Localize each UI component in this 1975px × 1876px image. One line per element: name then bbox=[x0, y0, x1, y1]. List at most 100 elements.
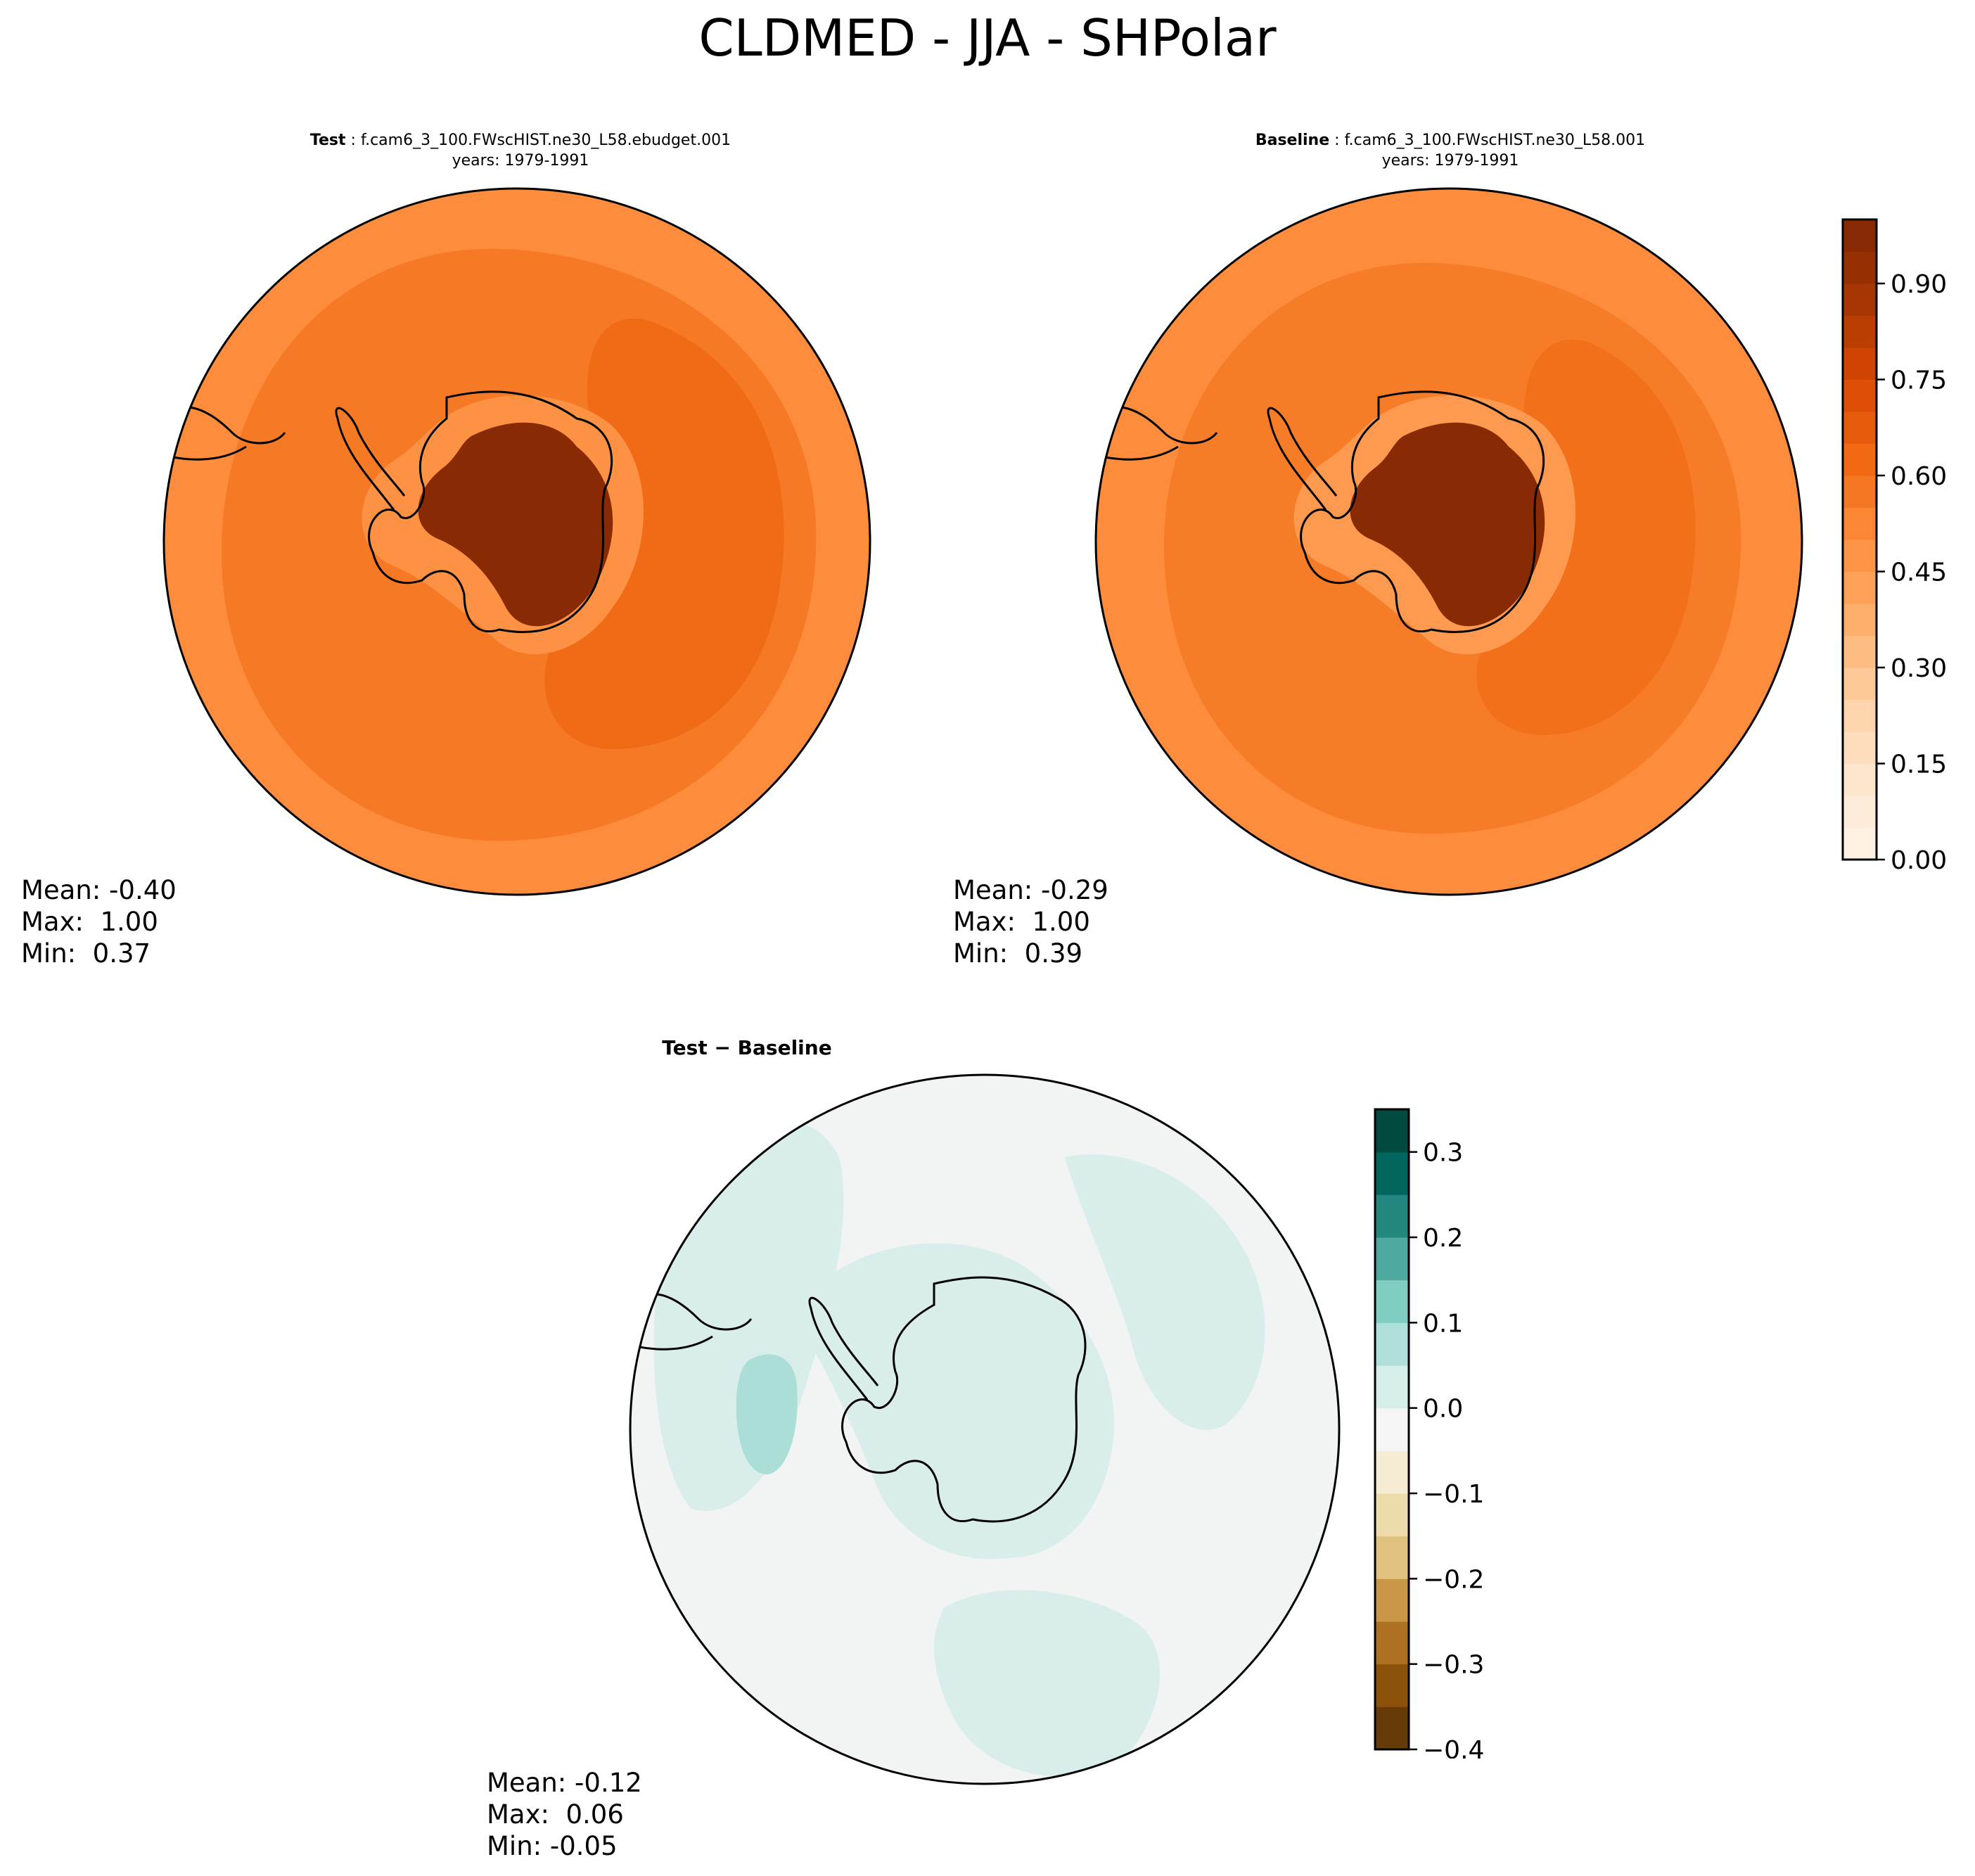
diff-colorbar-tick-label: −0.1 bbox=[1423, 1480, 1484, 1509]
baseline-mean-label: Mean: bbox=[953, 875, 1042, 905]
test-min-label: Min: bbox=[21, 938, 84, 969]
main-colorbar-band bbox=[1843, 443, 1877, 476]
difference-mean-value: -0.12 bbox=[575, 1768, 642, 1798]
main-colorbar-tick-label: 0.30 bbox=[1891, 654, 1947, 683]
diff-colorbar-tick-label: −0.3 bbox=[1423, 1651, 1484, 1680]
main-colorbar-tick-label: 0.75 bbox=[1891, 366, 1947, 395]
figure-title: CLDMED - JJA - SHPolar bbox=[698, 8, 1277, 68]
test-max-value: 1.00 bbox=[100, 907, 158, 937]
test-title-case: f.cam6_3_100.FWscHIST.ne30_L58.ebudget.0… bbox=[360, 132, 731, 149]
test-mean-value: -0.40 bbox=[109, 875, 177, 905]
main-colorbar-band bbox=[1843, 283, 1877, 316]
main-colorbar-band bbox=[1843, 796, 1877, 828]
baseline-map bbox=[1094, 187, 1803, 896]
main-colorbar-band bbox=[1843, 476, 1877, 508]
main-colorbar-band bbox=[1843, 251, 1877, 284]
difference-panel-title: Test − Baseline bbox=[606, 1038, 888, 1058]
difference-field-strong-patch bbox=[736, 1354, 798, 1475]
main-colorbar-band bbox=[1843, 540, 1877, 572]
difference-mean-label: Mean: bbox=[487, 1768, 575, 1798]
main-colorbar-band bbox=[1843, 411, 1877, 444]
baseline-max-value: 1.00 bbox=[1032, 907, 1090, 937]
difference-map bbox=[629, 1073, 1341, 1785]
test-panel-title: Test : f.cam6_3_100.FWscHIST.ne30_L58.eb… bbox=[309, 132, 731, 170]
diff-colorbar-tick-label: 0.1 bbox=[1423, 1309, 1463, 1338]
difference-min-value: -0.05 bbox=[549, 1831, 618, 1861]
test-min-value: 0.37 bbox=[92, 938, 151, 969]
diff-colorbar-band bbox=[1375, 1578, 1409, 1622]
difference-title-label: Test − Baseline bbox=[662, 1036, 832, 1059]
main-colorbar-tick-label: 0.15 bbox=[1891, 751, 1947, 779]
test-mean-label: Mean: bbox=[21, 875, 110, 905]
main-colorbar-band bbox=[1843, 668, 1877, 700]
diff-colorbar-band bbox=[1375, 1621, 1409, 1665]
difference-stats: Mean: -0.12 Max: 0.06 Min: -0.05 bbox=[487, 1767, 642, 1862]
baseline-stats: Mean: -0.29 Max: 1.00 Min: 0.39 bbox=[953, 874, 1108, 969]
diff-colorbar-tick-label: −0.4 bbox=[1423, 1736, 1484, 1759]
main-colorbar-band bbox=[1843, 315, 1877, 348]
difference-field-positive-south bbox=[934, 1590, 1161, 1777]
diff-colorbar-band bbox=[1375, 1493, 1409, 1537]
main-colorbar-tick-label: 0.90 bbox=[1891, 270, 1947, 299]
diff-colorbar-tick-label: 0.2 bbox=[1423, 1224, 1463, 1253]
difference-field-positive-west bbox=[653, 1121, 844, 1512]
test-stats: Mean: -0.40 Max: 1.00 Min: 0.37 bbox=[21, 874, 177, 969]
difference-antarctica-coastline bbox=[808, 1276, 1087, 1523]
diff-colorbar-band bbox=[1375, 1280, 1409, 1323]
diff-colorbar-band bbox=[1375, 1151, 1409, 1195]
test-max-label: Max: bbox=[21, 907, 92, 937]
main-colorbar: 0.00 0.15 0.30 0.45 0.60 0.75 0.90 bbox=[1841, 218, 1947, 872]
test-title-label: Test bbox=[309, 132, 346, 149]
baseline-title-case: f.cam6_3_100.FWscHIST.ne30_L58.001 bbox=[1344, 132, 1646, 149]
main-colorbar-band bbox=[1843, 379, 1877, 412]
baseline-min-label: Min: bbox=[953, 938, 1016, 969]
main-colorbar-band bbox=[1843, 347, 1877, 380]
diff-colorbar-frame bbox=[1374, 1108, 1410, 1751]
diff-colorbar-band bbox=[1375, 1706, 1409, 1750]
difference-max-value: 0.06 bbox=[557, 1799, 624, 1830]
test-map bbox=[162, 187, 871, 896]
baseline-panel-title: Baseline : f.cam6_3_100.FWscHIST.ne30_L5… bbox=[1255, 132, 1646, 170]
test-map-boundary bbox=[162, 187, 871, 896]
diff-colorbar-band bbox=[1375, 1237, 1409, 1281]
main-colorbar-band bbox=[1843, 507, 1877, 540]
difference-min-label: Min: bbox=[487, 1831, 550, 1861]
difference-field-positive-center bbox=[803, 1243, 1115, 1559]
baseline-min-value: 0.39 bbox=[1024, 938, 1083, 969]
diff-colorbar-band bbox=[1375, 1109, 1409, 1153]
main-colorbar-band bbox=[1843, 635, 1877, 668]
baseline-title-years: years: 1979-1991 bbox=[1381, 152, 1519, 170]
diff-colorbar-band bbox=[1375, 1408, 1409, 1451]
main-colorbar-tick-label: 0.60 bbox=[1891, 462, 1947, 491]
difference-map-boundary bbox=[629, 1073, 1341, 1785]
main-colorbar-band bbox=[1843, 571, 1877, 604]
diff-colorbar: −0.4 −0.3 −0.2 −0.1 0.0 0.1 0.2 0.3 bbox=[1374, 1108, 1484, 1759]
main-colorbar-band bbox=[1843, 219, 1877, 252]
baseline-max-label: Max: bbox=[953, 907, 1024, 937]
main-colorbar-frame bbox=[1841, 218, 1878, 861]
diff-colorbar-band bbox=[1375, 1194, 1409, 1238]
diff-colorbar-band bbox=[1375, 1322, 1409, 1366]
main-colorbar-band bbox=[1843, 763, 1877, 796]
test-antarctica-coastline bbox=[335, 390, 613, 633]
diff-colorbar-band bbox=[1375, 1536, 1409, 1579]
baseline-title-label: Baseline bbox=[1255, 132, 1330, 149]
baseline-mean-value: -0.29 bbox=[1041, 875, 1108, 905]
difference-field-positive-east bbox=[1064, 1154, 1265, 1430]
diff-colorbar-band bbox=[1375, 1664, 1409, 1707]
baseline-field-interior bbox=[1350, 422, 1545, 627]
main-colorbar-band bbox=[1843, 699, 1877, 732]
difference-max-label: Max: bbox=[487, 1799, 558, 1830]
test-field-interior bbox=[418, 422, 613, 627]
baseline-antarctica-coastline bbox=[1267, 390, 1545, 633]
diff-colorbar-band bbox=[1375, 1365, 1409, 1409]
baseline-map-boundary bbox=[1094, 187, 1803, 896]
main-colorbar-tick-label: 0.45 bbox=[1891, 559, 1947, 587]
main-colorbar-band bbox=[1843, 827, 1877, 860]
main-colorbar-band bbox=[1843, 732, 1877, 764]
test-title-years: years: 1979-1991 bbox=[452, 152, 589, 170]
diff-colorbar-tick-label: −0.2 bbox=[1423, 1565, 1484, 1594]
main-colorbar-band bbox=[1843, 604, 1877, 636]
diff-colorbar-tick-label: 0.0 bbox=[1423, 1395, 1463, 1424]
main-colorbar-tick-label: 0.00 bbox=[1891, 846, 1947, 872]
